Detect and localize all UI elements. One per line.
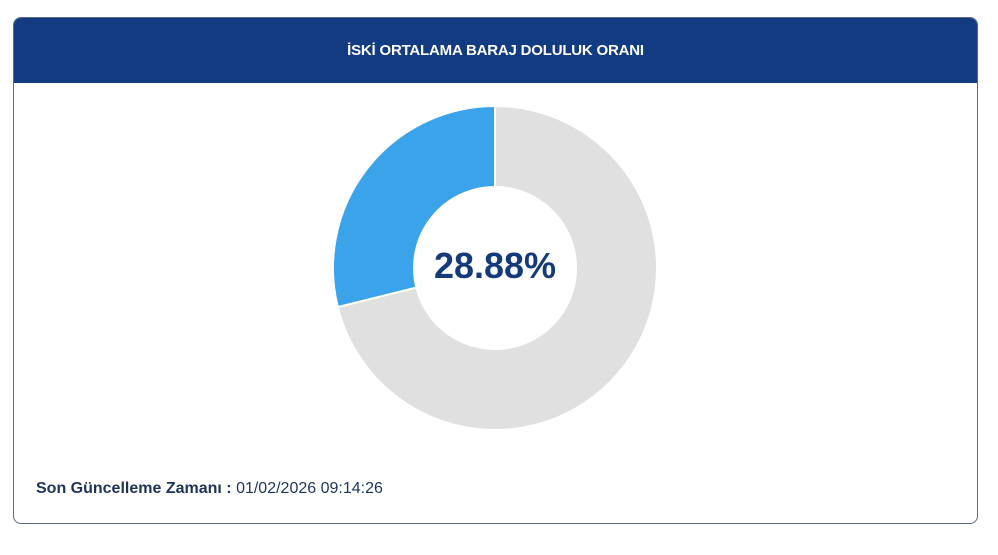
- last-update-value: 01/02/2026 09:14:26: [236, 480, 383, 497]
- dam-occupancy-card: İSKİ ORTALAMA BARAJ DOLULUK ORANI: [13, 17, 978, 524]
- center-percentage: 28.88%: [433, 245, 557, 286]
- card-title: İSKİ ORTALAMA BARAJ DOLULUK ORANI: [347, 42, 644, 59]
- last-update-label: Son Güncelleme Zamanı :: [36, 480, 232, 497]
- donut-slice-boş: [336, 104, 658, 431]
- donut-slice-doluluk: [332, 104, 496, 309]
- last-update: Son Güncelleme Zamanı : 01/02/2026 09:14…: [36, 480, 383, 498]
- card-header: İSKİ ORTALAMA BARAJ DOLULUK ORANI: [14, 18, 977, 83]
